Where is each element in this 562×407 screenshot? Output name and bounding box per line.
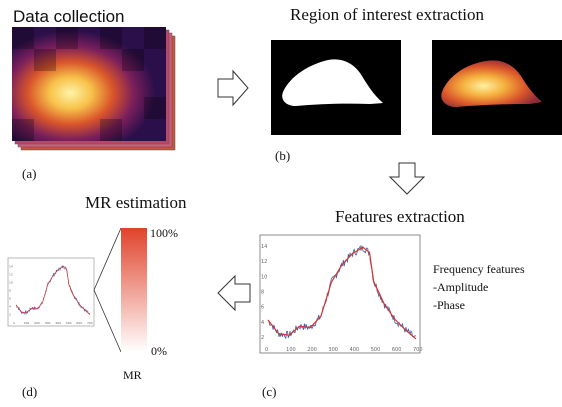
- small-signal-plot: 2 4 6 8 10 12 14 0 100 200 300 400 500 600 700: [7, 257, 95, 327]
- panel-label-d: (d): [22, 384, 37, 399]
- y-tick-label: 12: [261, 259, 267, 265]
- features-heading: Frequency features: [433, 262, 525, 276]
- x-tick-label: 200: [307, 347, 317, 353]
- arrow-left-icon: [217, 274, 251, 312]
- y-tick-label: 14: [261, 244, 267, 250]
- y-tick-label: 4: [261, 320, 264, 326]
- small-plot-y-ticks: 2 4 6 8 10 12 14: [9, 265, 13, 317]
- x-tick-label: 0: [265, 347, 268, 353]
- x-tick-label: 400: [55, 321, 61, 325]
- main-plot-x-ticks: 0 100 200 300 400 500 600 700: [265, 347, 423, 353]
- main-plot-y-ticks: 2 4 6 8 10 12 14: [261, 244, 267, 341]
- x-tick-label: 300: [45, 321, 51, 325]
- y-tick-label: 4: [9, 305, 11, 309]
- mr-bar-top-label: 100%: [150, 226, 178, 240]
- heatmap-stack: [12, 27, 176, 151]
- y-tick-label: 8: [261, 290, 264, 296]
- y-tick-label: 6: [9, 297, 11, 301]
- roi-mask-shape: [282, 59, 383, 106]
- x-tick-label: 400: [350, 347, 360, 353]
- x-tick-label: 700: [87, 321, 93, 325]
- title-mr-estimation: MR estimation: [85, 193, 187, 212]
- small-plot-frame: [7, 257, 95, 327]
- x-tick-label: 100: [286, 347, 296, 353]
- y-tick-label: 12: [9, 273, 13, 277]
- x-tick-label: 200: [34, 321, 40, 325]
- connector-top: [93, 227, 122, 291]
- y-tick-label: 14: [9, 265, 13, 269]
- panel-label-c: (c): [262, 384, 276, 399]
- title-features-extraction: Features extraction: [335, 207, 465, 226]
- x-tick-label: 500: [66, 321, 72, 325]
- x-tick-label: 700: [413, 347, 423, 353]
- y-tick-label: 2: [9, 313, 11, 317]
- x-tick-label: 0: [13, 321, 15, 325]
- small-plot-fit-line: [15, 265, 91, 316]
- y-tick-label: 10: [9, 281, 13, 285]
- features-amplitude: -Amplitude: [433, 280, 488, 294]
- connector-bottom: [93, 289, 122, 353]
- arrow-down-icon: [388, 162, 426, 195]
- heatmap-frame-front: [12, 27, 166, 141]
- title-roi-extraction: Region of interest extraction: [290, 5, 485, 24]
- features-phase: -Phase: [433, 298, 465, 312]
- main-plot-fit-line: [267, 246, 417, 340]
- x-tick-label: 300: [328, 347, 338, 353]
- x-tick-label: 500: [371, 347, 381, 353]
- y-tick-label: 8: [9, 289, 11, 293]
- arrow-right-icon: [217, 69, 249, 107]
- panel-label-b: (b): [275, 148, 290, 163]
- main-signal-plot: 2 4 6 8 10 12 14 0 100 200 300 400 500 600 700: [259, 234, 423, 354]
- mr-axis-label: MR: [123, 368, 142, 382]
- heatmap-pixel-grid: [12, 27, 166, 141]
- y-tick-label: 2: [261, 335, 264, 341]
- mr-bar-bottom-label: 0%: [151, 344, 167, 358]
- roi-extracted-shape: [441, 60, 542, 107]
- small-plot-x-ticks: 0 100 200 300 400 500 600 700: [13, 321, 93, 325]
- mr-gradient-bar: [121, 228, 147, 352]
- x-tick-label: 600: [392, 347, 402, 353]
- title-data-collection: Data collection: [13, 7, 125, 26]
- x-tick-label: 100: [24, 321, 30, 325]
- panel-label-a: (a): [22, 166, 36, 181]
- x-tick-label: 600: [76, 321, 82, 325]
- y-tick-label: 6: [261, 305, 264, 311]
- y-tick-label: 10: [261, 274, 267, 280]
